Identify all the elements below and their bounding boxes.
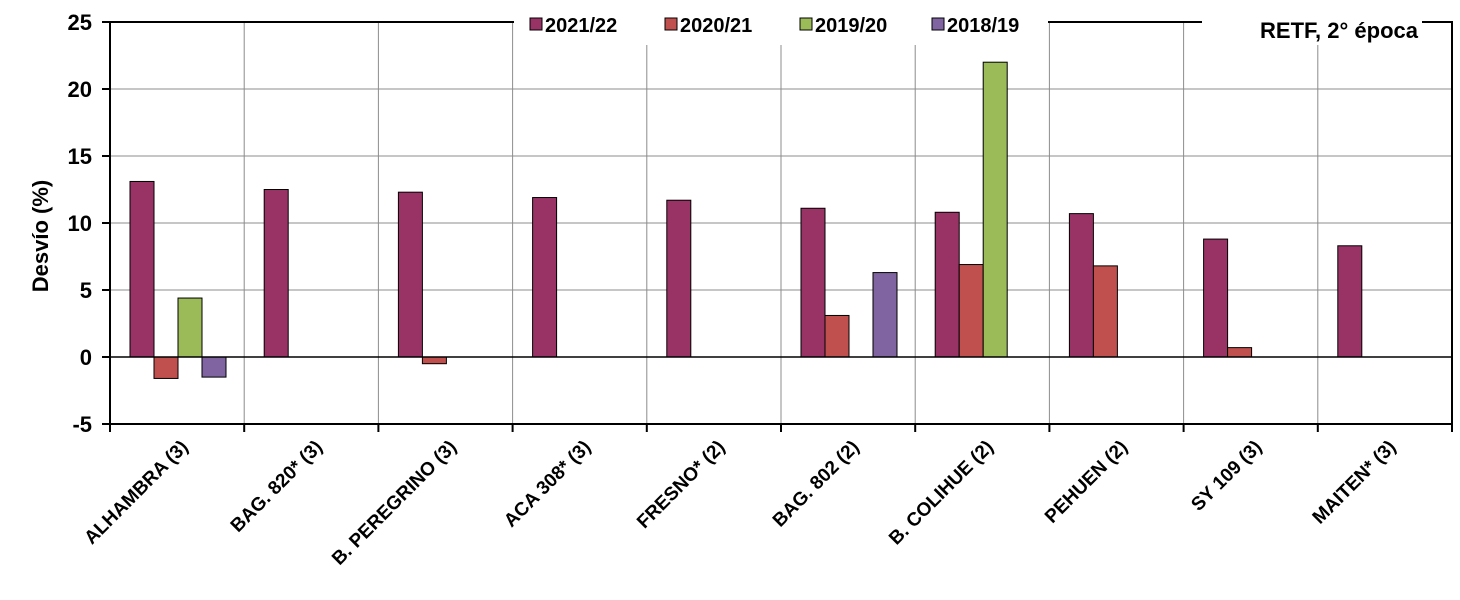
gridlines [110, 21, 1452, 425]
x-tick-labels: ALHAMBRA (3) BAG. 820* (3) B. PEREGRINO (3… [81, 437, 1401, 570]
bar [934, 211, 960, 358]
bar [800, 207, 826, 358]
bar [872, 272, 898, 358]
axes [102, 21, 1453, 432]
bar [1227, 347, 1253, 358]
bar [397, 191, 423, 358]
y-tick-labels: 25 20 15 10 5 0 -5 [68, 10, 92, 437]
y-tick-label: 25 [68, 10, 92, 35]
x-tick-label: B. COLIHUE (2) [885, 437, 998, 550]
bars [129, 61, 1363, 379]
y-tick-label: 15 [68, 144, 92, 169]
legend-swatch [529, 17, 543, 31]
bar [129, 180, 155, 358]
legend-swatch [799, 17, 813, 31]
chart-annotation: RETF, 2° época [1260, 18, 1419, 43]
y-axis-label: Desvío (%) [28, 180, 53, 292]
x-tick-label: BAG. 820* (3) [227, 437, 327, 537]
x-tick-label: FRESNO* (2) [633, 437, 729, 533]
x-tick-label: B. PEREGRINO (3) [328, 437, 461, 570]
bar [1092, 265, 1118, 358]
bar [958, 264, 984, 358]
legend: 2021/22 2020/21 2019/20 2018/19 [514, 9, 1048, 45]
bar [1203, 238, 1229, 358]
y-tick-label: -5 [72, 412, 92, 437]
legend-label: 2019/20 [815, 15, 887, 37]
x-tick-label: PEHUEN (2) [1041, 437, 1132, 528]
bar [532, 197, 558, 358]
x-tick-label: SY 109 (3) [1187, 437, 1266, 516]
bar [982, 61, 1008, 358]
y-tick-label: 0 [80, 345, 92, 370]
y-tick-label: 10 [68, 211, 92, 236]
bar [263, 189, 289, 358]
y-tick-label: 5 [80, 278, 92, 303]
legend-background [514, 9, 1048, 45]
bar [177, 297, 203, 358]
bar [421, 356, 447, 365]
bar [1068, 213, 1094, 358]
bar [1337, 245, 1363, 358]
bar [153, 356, 179, 379]
legend-swatch [664, 17, 678, 31]
legend-swatch [931, 17, 945, 31]
annotation-box: RETF, 2° época [1202, 13, 1422, 45]
x-tick-label: MAITEN* (3) [1309, 437, 1401, 529]
legend-label: 2020/21 [680, 15, 752, 37]
y-tick-label: 20 [68, 77, 92, 102]
legend-label: 2021/22 [545, 15, 617, 37]
bar [824, 314, 850, 358]
x-tick-label: ACA 308* (3) [500, 437, 595, 532]
x-tick-label: ALHAMBRA (3) [81, 437, 193, 549]
bar [666, 199, 692, 358]
bar [201, 356, 227, 378]
legend-label: 2018/19 [947, 15, 1019, 37]
x-tick-label: BAG. 802 (2) [769, 437, 864, 532]
